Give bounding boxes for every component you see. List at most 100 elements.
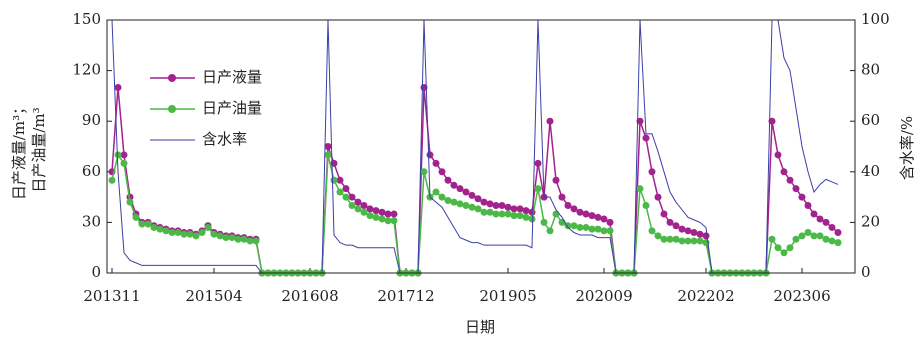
data-point — [192, 232, 200, 240]
x-tick-label: 201608 — [281, 287, 338, 305]
data-point — [114, 151, 122, 159]
data-point — [378, 215, 386, 223]
data-point — [120, 151, 128, 159]
data-point — [492, 210, 500, 218]
data-point — [498, 210, 506, 218]
data-point — [366, 212, 374, 220]
y-axis-label: 日产液量/m³； — [10, 100, 28, 200]
y2-tick-label: 80 — [861, 61, 880, 79]
data-point — [174, 229, 182, 237]
data-point — [570, 222, 578, 230]
data-point — [768, 235, 776, 243]
data-point — [684, 227, 692, 235]
data-point — [432, 188, 440, 196]
data-point — [582, 223, 590, 231]
data-point — [228, 234, 236, 242]
data-point — [606, 218, 614, 226]
data-point — [474, 195, 482, 203]
data-point — [798, 193, 806, 201]
data-point — [108, 176, 116, 184]
data-point — [636, 185, 644, 193]
data-point — [426, 151, 434, 159]
data-point — [666, 218, 674, 226]
data-point — [834, 239, 842, 247]
data-point — [444, 196, 452, 204]
data-point — [774, 244, 782, 252]
data-point — [822, 218, 830, 226]
data-point — [516, 205, 524, 213]
y-axis-label: 日产油量/m³ — [30, 107, 48, 192]
data-point — [384, 217, 392, 225]
y-tick-label: 120 — [72, 61, 101, 79]
plot-frame — [106, 19, 856, 274]
data-point — [222, 234, 230, 242]
data-point — [576, 208, 584, 216]
data-point — [390, 210, 398, 218]
data-point — [600, 215, 608, 223]
data-point — [456, 185, 464, 193]
data-point — [768, 117, 776, 125]
series-line — [111, 153, 839, 274]
data-point — [450, 198, 458, 206]
y2-tick-label: 0 — [861, 263, 871, 281]
data-point — [660, 210, 668, 218]
data-point — [798, 232, 806, 240]
data-point — [462, 188, 470, 196]
data-point — [528, 215, 536, 223]
data-point — [462, 202, 470, 210]
data-point — [486, 200, 494, 208]
y2-axis-label: 含水率/% — [898, 116, 916, 180]
data-point — [432, 159, 440, 167]
data-point — [810, 232, 818, 240]
legend-label: 日产液量 — [202, 68, 262, 86]
data-point — [354, 198, 362, 206]
data-point — [252, 237, 260, 245]
y-tick-label: 90 — [82, 111, 101, 129]
legend-marker — [168, 105, 176, 113]
data-point — [552, 210, 560, 218]
x-axis-label: 日期 — [465, 318, 495, 336]
data-point — [486, 208, 494, 216]
x-tick-label: 201905 — [479, 287, 536, 305]
data-point — [348, 193, 356, 201]
data-point — [240, 235, 248, 243]
data-point — [378, 208, 386, 216]
data-point — [780, 168, 788, 176]
data-point — [540, 218, 548, 226]
data-point — [636, 117, 644, 125]
data-point — [594, 225, 602, 233]
data-point — [354, 205, 362, 213]
data-point — [594, 213, 602, 221]
data-point — [684, 237, 692, 245]
data-point — [474, 205, 482, 213]
y2-tick-label: 20 — [861, 212, 880, 230]
data-point — [588, 225, 596, 233]
data-point — [816, 232, 824, 240]
data-point — [804, 202, 812, 210]
data-point — [468, 203, 476, 211]
data-point — [504, 203, 512, 211]
data-point — [696, 230, 704, 238]
y-tick-label: 60 — [82, 162, 101, 180]
data-point — [420, 168, 428, 176]
data-point — [204, 223, 212, 231]
data-point — [168, 229, 176, 237]
data-point — [672, 222, 680, 230]
legend-marker — [168, 74, 176, 82]
data-point — [582, 210, 590, 218]
data-point — [480, 208, 488, 216]
data-point — [666, 235, 674, 243]
data-point — [690, 229, 698, 237]
data-point — [372, 213, 380, 221]
data-point — [642, 202, 650, 210]
data-point — [330, 176, 338, 184]
data-point — [132, 213, 140, 221]
data-point — [444, 176, 452, 184]
data-point — [450, 181, 458, 189]
data-point — [144, 220, 152, 228]
y-tick-label: 150 — [72, 10, 101, 28]
data-point — [822, 235, 830, 243]
data-point — [534, 159, 542, 167]
data-point — [480, 198, 488, 206]
y-tick-label: 30 — [82, 212, 101, 230]
